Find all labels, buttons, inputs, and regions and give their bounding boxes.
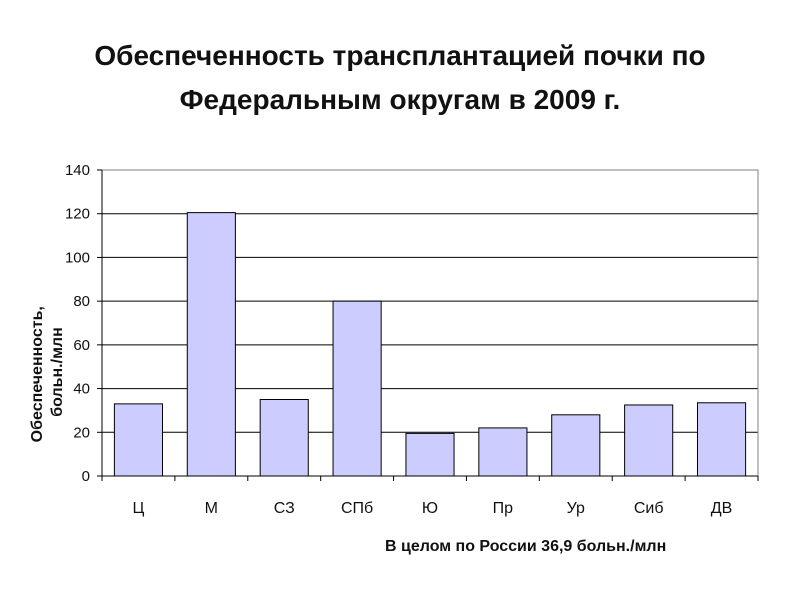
y-tick-label: 100 bbox=[65, 249, 90, 266]
x-tick-label: Пр bbox=[493, 500, 514, 517]
x-tick-label: СПб bbox=[341, 500, 373, 517]
y-tick-label: 140 bbox=[65, 162, 90, 179]
y-tick-label: 40 bbox=[73, 381, 90, 398]
y-tick-label: 120 bbox=[65, 206, 90, 223]
x-tick-label: Ур bbox=[567, 500, 585, 517]
y-tick-label: 60 bbox=[73, 337, 90, 354]
y-axis-label-line-1: Обеспеченность, bbox=[29, 306, 46, 442]
chart-title-line-2: Федеральным округам в 2009 г. bbox=[179, 84, 621, 115]
y-tick-labels: 0 20 40 60 80 100 120 140 bbox=[65, 162, 90, 485]
footnote: В целом по России 36,9 больн./млн bbox=[385, 538, 667, 555]
bar bbox=[332, 300, 382, 477]
x-tick-label: ДВ bbox=[711, 500, 733, 517]
y-axis-label-line-2: больн./млн bbox=[49, 327, 66, 416]
chart-title-line-1: Обеспеченность трансплантацией почки по bbox=[94, 40, 706, 71]
x-tick-label: М bbox=[205, 500, 218, 517]
y-axis-label: Обеспеченность, больн./млн bbox=[29, 302, 66, 443]
x-tick-label: Ю bbox=[422, 500, 438, 517]
axes bbox=[97, 169, 759, 481]
x-tick-labels: Ц М СЗ СПб Ю Пр Ур Сиб ДВ bbox=[133, 500, 733, 517]
x-tick-label: Ц bbox=[133, 500, 145, 517]
y-tick-label: 0 bbox=[82, 468, 90, 485]
bar bbox=[624, 404, 674, 477]
bar bbox=[186, 212, 236, 477]
y-tick-label: 80 bbox=[73, 293, 90, 310]
x-tick-label: Сиб bbox=[634, 500, 664, 517]
bar bbox=[551, 414, 601, 477]
bars bbox=[113, 212, 747, 477]
x-tick-label: СЗ bbox=[274, 500, 295, 517]
y-tick-label: 20 bbox=[73, 424, 90, 441]
chart-title: Обеспеченность трансплантацией почки по … bbox=[0, 34, 800, 122]
bar bbox=[405, 432, 455, 477]
bar bbox=[113, 403, 163, 477]
bar bbox=[478, 427, 528, 477]
bar bbox=[697, 402, 747, 477]
bar bbox=[259, 399, 309, 477]
